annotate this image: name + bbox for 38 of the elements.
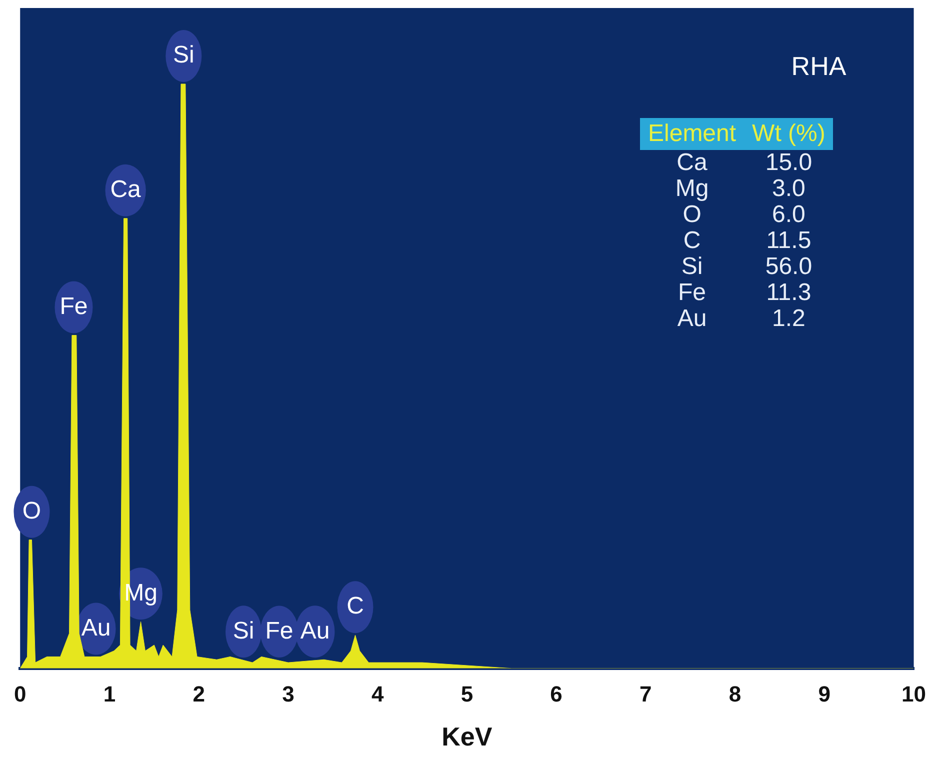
annotation: 11.3 [765, 279, 812, 306]
annotation: Element [640, 118, 744, 150]
x-tick-label: 7 [640, 682, 652, 707]
x-tick-label: 10 [902, 682, 926, 707]
x-tick-label: 2 [192, 682, 205, 707]
annotation: Ca [110, 176, 142, 204]
annotation: Au [300, 617, 330, 644]
chart-title: RHA [791, 51, 847, 82]
annotation: 56.0 [764, 253, 814, 280]
x-tick-label: 4 [371, 682, 384, 707]
x-tick-label: 9 [818, 682, 831, 707]
annotation: Fe [60, 292, 88, 320]
annotation: C [682, 227, 702, 254]
annotation: O [682, 201, 702, 228]
annotation: Wt (%) [744, 118, 834, 150]
x-tick-label: 0 [14, 682, 26, 707]
annotation: 3.0 [771, 175, 806, 202]
x-tick-label: 1 [103, 682, 116, 707]
annotation: C [346, 592, 364, 620]
x-tick-label: 5 [460, 682, 474, 707]
annotation: Fe [265, 617, 294, 644]
annotation: Si [680, 253, 704, 280]
annotation: 1.2 [771, 305, 806, 332]
annotation: 6.0 [771, 201, 806, 228]
annotation: Si [172, 42, 194, 69]
annotation: 15.0 [764, 149, 814, 176]
annotation: Mg [674, 175, 710, 202]
annotation: Au [676, 305, 708, 332]
annotation: Si [232, 617, 254, 644]
x-axis-title: KeV [442, 722, 493, 752]
annotation: 11.5 [765, 227, 812, 254]
annotation: Fe [677, 279, 708, 306]
annotation: Au [81, 614, 111, 642]
x-tick-label: 8 [728, 682, 742, 707]
annotation: Ca [676, 149, 708, 176]
x-tick-label: 3 [282, 682, 294, 707]
x-tick-label: 6 [550, 682, 562, 707]
annotation: O [22, 497, 42, 524]
